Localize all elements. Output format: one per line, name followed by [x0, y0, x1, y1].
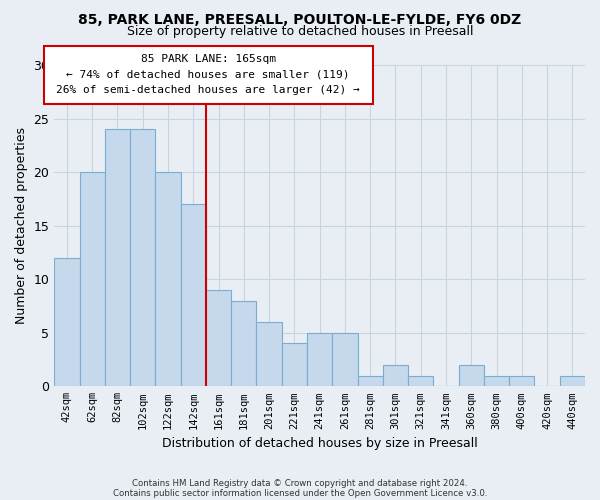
Text: Size of property relative to detached houses in Preesall: Size of property relative to detached ho…: [127, 25, 473, 38]
Y-axis label: Number of detached properties: Number of detached properties: [15, 127, 28, 324]
Bar: [80, 172, 105, 386]
Bar: [130, 130, 155, 386]
Bar: [383, 365, 408, 386]
Bar: [408, 376, 433, 386]
Bar: [484, 376, 509, 386]
Bar: [307, 333, 332, 386]
Bar: [509, 376, 535, 386]
Text: Contains HM Land Registry data © Crown copyright and database right 2024.: Contains HM Land Registry data © Crown c…: [132, 478, 468, 488]
Bar: [231, 300, 256, 386]
Bar: [155, 172, 181, 386]
Text: 85, PARK LANE, PREESALL, POULTON-LE-FYLDE, FY6 0DZ: 85, PARK LANE, PREESALL, POULTON-LE-FYLD…: [79, 12, 521, 26]
Bar: [458, 365, 484, 386]
Bar: [358, 376, 383, 386]
Bar: [332, 333, 358, 386]
Bar: [256, 322, 282, 386]
FancyBboxPatch shape: [44, 46, 373, 104]
Text: 85 PARK LANE: 165sqm
← 74% of detached houses are smaller (119)
26% of semi-deta: 85 PARK LANE: 165sqm ← 74% of detached h…: [56, 54, 360, 95]
Bar: [181, 204, 206, 386]
X-axis label: Distribution of detached houses by size in Preesall: Distribution of detached houses by size …: [162, 437, 478, 450]
Text: Contains public sector information licensed under the Open Government Licence v3: Contains public sector information licen…: [113, 488, 487, 498]
Bar: [206, 290, 231, 386]
Bar: [282, 344, 307, 386]
Bar: [105, 130, 130, 386]
Bar: [54, 258, 80, 386]
Bar: [560, 376, 585, 386]
